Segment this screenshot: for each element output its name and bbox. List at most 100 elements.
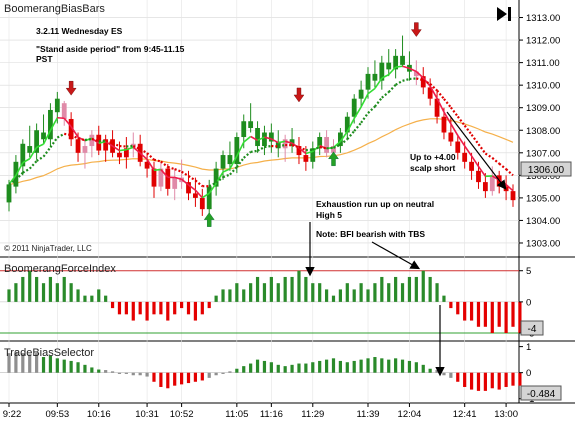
slow-ma-segment (235, 157, 245, 168)
signal-arrow-down (293, 87, 305, 103)
trade-bias-bar (421, 364, 425, 373)
slow-ma-segment (298, 146, 307, 152)
slow-ma-segment (229, 166, 238, 176)
trade-bias-bar (442, 372, 446, 376)
trade-bias-bar (380, 358, 384, 373)
fast-ma-segment (464, 145, 473, 157)
force-index-bar (193, 301, 198, 321)
force-index-bar (186, 301, 191, 315)
trade-bias-bar (449, 372, 453, 378)
candle-body (48, 109, 53, 140)
force-index-bar (235, 283, 239, 302)
fast-ma-segment (243, 135, 252, 143)
force-index-bar (407, 276, 412, 302)
force-index-bar (324, 289, 329, 302)
candle-body (434, 98, 440, 117)
last-price-label: 1306.00 (528, 165, 565, 176)
slow-ma-segment (36, 155, 45, 162)
play-to-end-icon[interactable] (497, 7, 511, 21)
trade-bias-bar (173, 372, 177, 386)
trade-bias-bar (62, 359, 66, 373)
trade-bias-bar (249, 363, 253, 373)
trade-bias-bar (331, 358, 336, 373)
trade-bias-bar (242, 366, 246, 373)
fast-ma-segment (353, 106, 362, 119)
candle-body (482, 182, 488, 192)
slow-ma-segment (132, 144, 141, 151)
force-index-bar (400, 283, 405, 302)
fast-ma-segment (146, 158, 155, 171)
fast-ma-segment (346, 118, 355, 132)
force-index-bar (35, 276, 39, 302)
force-index-bar (414, 276, 418, 302)
slow-ma-segment (422, 79, 431, 85)
slow-ma-segment (42, 146, 52, 158)
annotation-target-1: Up to +4.00 (410, 152, 456, 162)
price-tick-label: 1311.00 (526, 58, 560, 69)
trade-bias-bar (435, 370, 439, 373)
force-index-value-label: -4 (528, 324, 537, 335)
slow-ma-segment (64, 132, 72, 137)
force-index-bar (490, 301, 494, 334)
trade-bias-bar (504, 372, 508, 387)
force-index-bar (104, 295, 108, 302)
fast-ma-segment (284, 140, 293, 144)
force-index-bar (483, 301, 487, 327)
trade-bias-bar (511, 372, 515, 386)
fast-ma-segment (402, 65, 410, 70)
fast-ma-segment (112, 145, 120, 152)
slow-ma-segment (187, 175, 196, 182)
trade-bias-bar (193, 372, 198, 382)
force-index-bar (469, 301, 474, 321)
candle-body (123, 148, 129, 158)
force-index-bar (14, 283, 18, 302)
annotation-stand-aside-1: "Stand aside period" from 9:45-11.15 (36, 44, 185, 54)
candle-body (75, 139, 81, 153)
force-index-bar (159, 301, 163, 315)
force-index-bar (228, 289, 232, 302)
force-index-bar (131, 301, 135, 321)
fast-ma-segment (229, 155, 238, 170)
fast-ma-segment (374, 77, 383, 89)
candle-body (144, 161, 150, 169)
candle-body (165, 168, 171, 189)
slow-ma-segment (319, 146, 327, 150)
force-index-bar (269, 276, 273, 302)
panel-title-trade-bias: TradeBiasSelector (4, 347, 94, 359)
fast-ma-segment (139, 152, 148, 160)
trade-bias-bar (186, 372, 191, 384)
trade-bias-bar (97, 369, 101, 373)
signal-arrows (65, 22, 422, 227)
fast-ma-segment (470, 155, 480, 167)
candle-body (489, 175, 495, 192)
fast-ma-segment (153, 168, 161, 172)
slow-ma-segment (456, 115, 466, 127)
slow-ma-segment (77, 137, 86, 142)
trade-bias-bar (283, 366, 287, 373)
fast-ma-segment (291, 142, 300, 149)
trade-bias-bar (290, 364, 294, 373)
time-tick-label: 09:53 (45, 409, 69, 420)
fast-ma-segment (381, 73, 390, 79)
slow-ma-segment (126, 144, 134, 148)
copyright-text: © 2011 NinjaTrader, LLC (4, 244, 92, 253)
slow-ma-segment (257, 146, 265, 152)
trade-bias-bar (456, 372, 460, 382)
slow-ma-segment (339, 138, 348, 146)
trade-bias-bar (262, 360, 267, 373)
trade-bias-bar (28, 354, 32, 373)
trade-bias-bar (69, 360, 73, 373)
candle-body (103, 139, 109, 151)
candle-body (448, 132, 454, 142)
candle-body (296, 146, 302, 156)
trade-bias-bar (311, 362, 315, 373)
candle-body (199, 197, 205, 210)
slow-ma-segment (15, 171, 24, 181)
trade-bias-bar (400, 359, 405, 373)
fast-ma-segment (236, 141, 245, 157)
slow-ma-segment (387, 84, 397, 93)
force-index-bar (352, 289, 356, 302)
trade-bias-bar (180, 372, 184, 385)
